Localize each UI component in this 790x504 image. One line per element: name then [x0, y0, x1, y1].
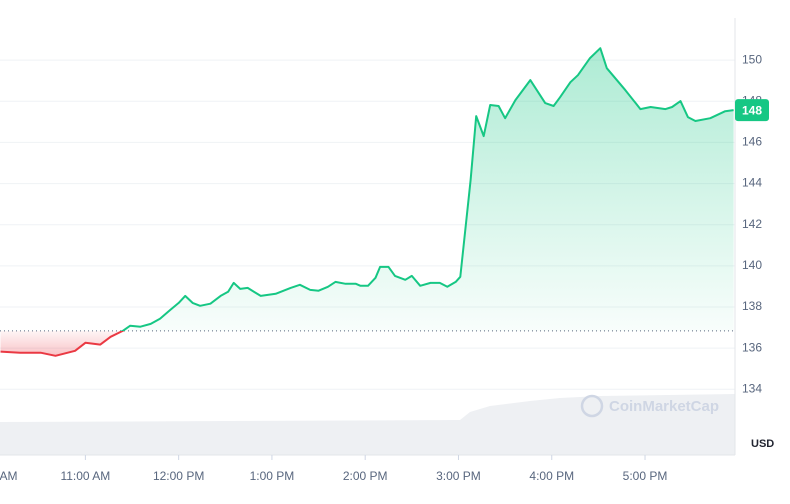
- y-tick-label: 134: [742, 381, 762, 395]
- y-tick-label: 136: [742, 340, 762, 354]
- x-tick-label: 3:00 PM: [436, 469, 481, 483]
- currency-label: USD: [751, 438, 774, 450]
- y-tick-label: 150: [742, 52, 762, 66]
- y-tick-label: 140: [742, 258, 762, 272]
- volume-area: [0, 394, 735, 455]
- area-fill: [0, 48, 734, 356]
- price-line: [0, 47, 734, 357]
- x-tick-label: 11:00 AM: [60, 469, 110, 483]
- x-tick-label: 10:00 AM: [0, 469, 17, 483]
- x-tick-label: 12:00 PM: [153, 469, 204, 483]
- x-tick-label: 1:00 PM: [250, 469, 295, 483]
- price-tag-label: 148: [742, 103, 762, 117]
- x-tick-label: 4:00 PM: [529, 469, 574, 483]
- y-tick-label: 144: [742, 176, 762, 190]
- price-tag: [735, 99, 769, 122]
- watermark: CoinMarketCap: [580, 394, 719, 418]
- x-tick-label: 2:00 PM: [343, 469, 388, 483]
- y-tick-label: 146: [742, 135, 762, 149]
- watermark-text: CoinMarketCap: [609, 398, 719, 415]
- y-tick-label: 142: [742, 217, 762, 231]
- y-tick-label: 138: [742, 299, 762, 313]
- x-tick-label: 5:00 PM: [623, 469, 668, 483]
